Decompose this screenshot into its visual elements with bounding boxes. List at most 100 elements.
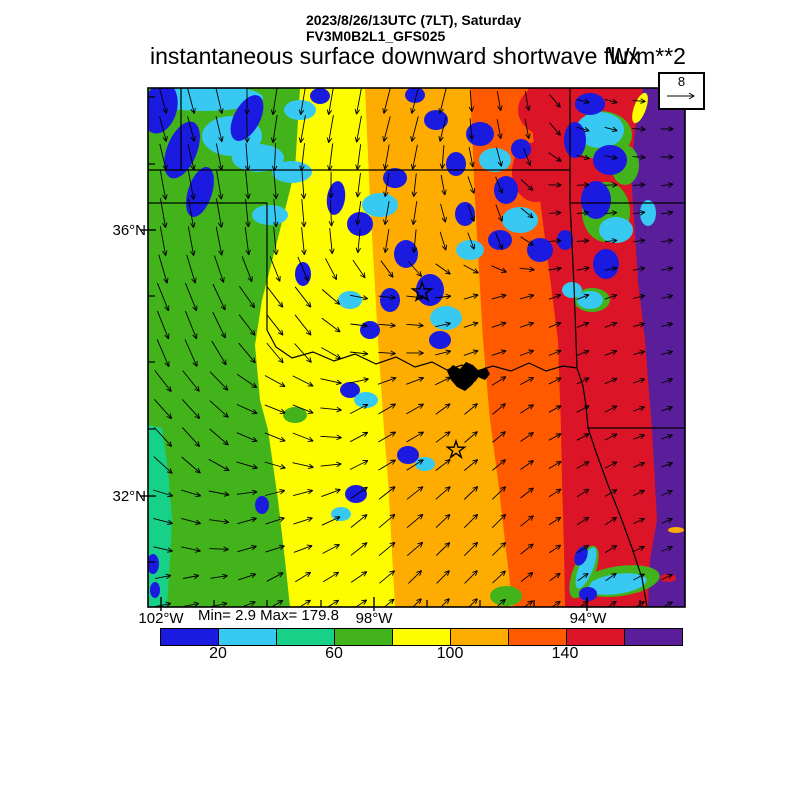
wind-arrow — [292, 404, 314, 414]
wind-arrow — [238, 342, 256, 364]
cloud-blob — [338, 291, 362, 309]
wind-arrow — [269, 256, 281, 282]
lon-label-94w: 94°W — [569, 610, 607, 627]
wind-arrow — [548, 433, 562, 441]
wind-arrow — [408, 570, 423, 584]
wind-arrow — [265, 489, 286, 496]
wind-arrow — [661, 294, 674, 300]
wind-arrow — [292, 375, 314, 387]
border-red-river — [266, 329, 578, 372]
cloud-blob — [593, 145, 627, 175]
wind-arrow — [632, 126, 646, 132]
wind-arrow — [208, 458, 230, 472]
wind-arrow — [294, 314, 312, 336]
cloud-blob — [360, 321, 380, 339]
cloud-blob — [405, 88, 425, 103]
wind-arrow — [435, 349, 452, 356]
wind-arrow — [661, 350, 674, 356]
cloud-blob — [148, 88, 178, 134]
wind-arrow — [548, 488, 562, 498]
wind-arrow — [266, 314, 284, 336]
cloud-blob — [527, 238, 553, 262]
wind-arrow — [632, 238, 646, 244]
wind-arrow — [294, 286, 312, 308]
wind-arrow — [435, 403, 451, 415]
wind-arrow — [660, 126, 674, 132]
wind-arrow — [153, 546, 173, 553]
wind-arrow — [496, 147, 503, 167]
wind-arrow — [520, 515, 534, 527]
cloud-blob — [380, 288, 400, 312]
wind-arrow — [439, 145, 446, 170]
cloud-blob — [511, 139, 531, 159]
wind-arrow — [411, 229, 418, 253]
wind-arrow — [605, 572, 617, 582]
cloud-blob — [518, 88, 586, 137]
wind-arrow — [435, 459, 451, 471]
wind-arrow — [292, 432, 314, 442]
wind-arrow — [378, 486, 396, 500]
lat-label-36n: 36°N — [112, 222, 146, 239]
wind-arrow — [294, 343, 312, 363]
wind-arrow — [154, 370, 172, 393]
wind-arrow — [215, 226, 224, 256]
cloud-blob — [295, 262, 311, 286]
wind-arrow — [523, 148, 532, 167]
colorbar-cell — [219, 629, 277, 645]
wind-arrow — [209, 546, 229, 552]
wind-arrow — [576, 349, 590, 356]
wind-arrow — [467, 204, 476, 222]
wind-arrow — [184, 310, 198, 340]
wind-arrow — [158, 254, 169, 284]
wind-arrow — [159, 170, 168, 200]
wind-arrow — [464, 431, 478, 443]
wind-arrow — [159, 198, 168, 229]
wind-arrow — [265, 516, 285, 525]
wind-arrow — [491, 293, 507, 300]
wind-arrow — [661, 546, 673, 552]
wind-arrow — [184, 282, 198, 312]
wind-arrow — [352, 259, 366, 279]
wind-arrow — [576, 405, 590, 413]
wind-arrow — [439, 231, 448, 251]
wind-arrow — [463, 349, 479, 356]
wind-arrow — [633, 405, 646, 412]
wind-arrow — [215, 88, 224, 114]
wind-arrow — [604, 210, 618, 216]
wind-arrow — [186, 254, 197, 284]
wind-arrow — [295, 571, 312, 583]
wind-arrow — [410, 144, 418, 170]
cloud-blob — [255, 496, 269, 514]
wind-arrow — [492, 431, 506, 443]
wind-arrow — [464, 570, 478, 584]
wind-arrow — [209, 371, 229, 391]
wind-arrow — [350, 294, 369, 301]
wind-arrow — [244, 143, 251, 171]
wind-arrow — [520, 376, 535, 385]
wind-arrow — [520, 487, 534, 499]
wind-arrow — [321, 516, 341, 526]
cloud-blob — [429, 331, 451, 349]
wind-arrow — [326, 115, 334, 144]
wind-arrow — [604, 461, 618, 469]
cloud-blob — [331, 507, 351, 521]
wind-reference-value: 8 — [677, 74, 686, 89]
wind-arrow — [406, 403, 424, 415]
cloud-blob — [599, 217, 633, 243]
wind-arrow — [355, 599, 368, 607]
map-frame — [147, 87, 686, 608]
wind-arrow — [607, 600, 617, 607]
wind-arrow — [633, 545, 645, 553]
wind-arrow — [237, 572, 257, 581]
wind-arrow — [187, 88, 196, 114]
wind-arrow — [660, 154, 674, 160]
wind-arrow — [661, 573, 673, 581]
wind-arrow — [604, 377, 618, 385]
wind-arrow — [236, 432, 258, 442]
wind-arrow — [435, 542, 451, 556]
cloud-blob — [562, 282, 582, 298]
wind-arrow — [520, 543, 534, 555]
wind-arrow — [208, 490, 230, 497]
wind-arrow — [355, 172, 361, 198]
wind-arrow — [244, 227, 251, 256]
